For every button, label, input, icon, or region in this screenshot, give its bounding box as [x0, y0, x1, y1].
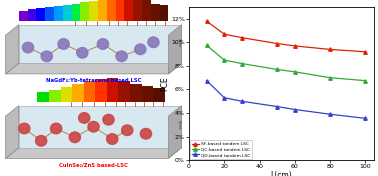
Circle shape	[88, 121, 99, 132]
Circle shape	[122, 125, 133, 136]
Polygon shape	[6, 106, 19, 158]
Circle shape	[22, 42, 34, 53]
QC-based tandem LSC	[275, 68, 279, 71]
Bar	[95, 79, 107, 102]
Circle shape	[103, 114, 114, 125]
Legend: SF-based tandem LSC, QC-based tandem LSC, QD-based tandem LSC: SF-based tandem LSC, QC-based tandem LSC…	[191, 140, 252, 159]
Bar	[63, 5, 71, 21]
Circle shape	[148, 37, 159, 48]
Line: QC-based tandem LSC: QC-based tandem LSC	[205, 44, 367, 82]
Circle shape	[116, 51, 127, 62]
QC-based tandem LSC	[328, 77, 332, 79]
Text: NaGdF₄:Yb-tetracene based LSC: NaGdF₄:Yb-tetracene based LSC	[46, 78, 141, 83]
Polygon shape	[6, 63, 181, 74]
Circle shape	[69, 132, 81, 143]
Circle shape	[36, 136, 47, 146]
Line: QD-based tandem LSC: QD-based tandem LSC	[205, 79, 367, 120]
Circle shape	[77, 48, 88, 58]
Circle shape	[97, 39, 108, 49]
QC-based tandem LSC	[363, 80, 368, 82]
Bar	[124, 0, 133, 21]
Bar	[49, 90, 60, 102]
Circle shape	[51, 123, 62, 134]
Bar	[19, 11, 28, 21]
Bar	[133, 0, 142, 21]
Polygon shape	[6, 25, 19, 74]
QD-based tandem LSC	[240, 100, 244, 102]
QD-based tandem LSC	[293, 108, 297, 111]
Bar	[72, 84, 84, 102]
Circle shape	[107, 134, 118, 144]
Circle shape	[41, 51, 53, 62]
SF-based tandem LSC	[293, 45, 297, 47]
Bar	[107, 0, 116, 21]
SF-based tandem LSC	[363, 51, 368, 53]
SF-based tandem LSC	[240, 37, 244, 39]
SF-based tandem LSC	[328, 48, 332, 51]
QD-based tandem LSC	[363, 117, 368, 119]
Bar	[54, 6, 63, 21]
Bar	[60, 87, 72, 102]
Bar	[36, 8, 45, 21]
SF-based tandem LSC	[222, 33, 226, 35]
Circle shape	[58, 39, 69, 49]
Circle shape	[140, 128, 152, 139]
Bar	[98, 0, 107, 21]
Bar	[141, 86, 153, 102]
Bar	[45, 7, 54, 21]
QC-based tandem LSC	[204, 44, 209, 46]
QC-based tandem LSC	[240, 62, 244, 65]
Polygon shape	[19, 25, 181, 63]
Bar	[37, 92, 49, 102]
QD-based tandem LSC	[275, 106, 279, 108]
Bar	[116, 0, 124, 21]
Bar	[107, 78, 118, 102]
QC-based tandem LSC	[222, 59, 226, 61]
Text: CuInSe₂/ZnS based-LSC: CuInSe₂/ZnS based-LSC	[59, 162, 128, 167]
Bar	[151, 4, 160, 21]
Line: SF-based tandem LSC: SF-based tandem LSC	[205, 19, 367, 54]
QC-based tandem LSC	[293, 71, 297, 73]
Bar	[71, 4, 81, 21]
Polygon shape	[19, 106, 181, 148]
QD-based tandem LSC	[222, 97, 226, 99]
QD-based tandem LSC	[328, 113, 332, 115]
Text: Solar: Solar	[177, 120, 181, 130]
Polygon shape	[6, 148, 181, 158]
Bar	[160, 5, 168, 21]
Bar	[142, 0, 151, 21]
Bar	[89, 1, 98, 21]
Polygon shape	[168, 25, 181, 74]
Text: Solar: Solar	[177, 38, 181, 47]
SF-based tandem LSC	[204, 20, 209, 22]
Bar	[153, 88, 165, 102]
SF-based tandem LSC	[275, 42, 279, 45]
X-axis label: L(cm): L(cm)	[271, 171, 293, 176]
Circle shape	[135, 44, 146, 55]
Polygon shape	[168, 106, 181, 158]
Bar	[130, 84, 141, 102]
Bar	[118, 81, 130, 102]
Y-axis label: PCE: PCE	[161, 76, 170, 91]
Bar	[81, 2, 89, 21]
Circle shape	[79, 113, 90, 123]
Circle shape	[19, 123, 30, 134]
Bar	[28, 9, 36, 21]
Bar	[84, 81, 95, 102]
QD-based tandem LSC	[204, 80, 209, 82]
